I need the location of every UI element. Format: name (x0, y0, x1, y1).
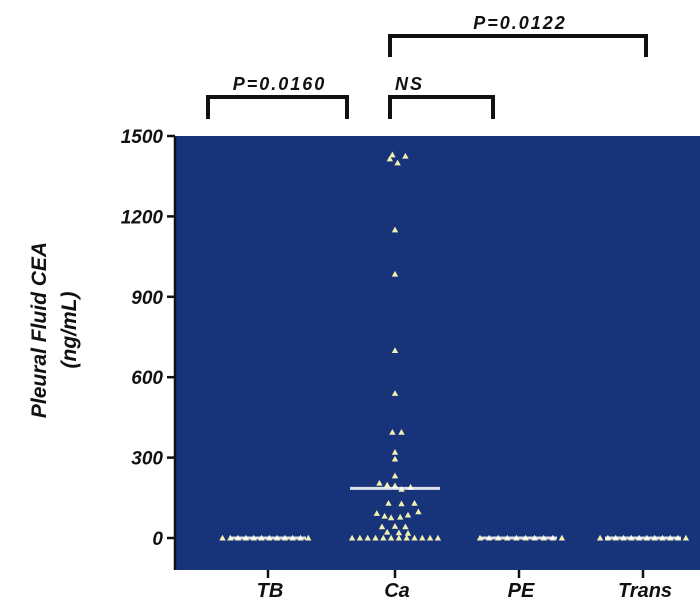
significance-bracket (206, 95, 349, 119)
y-tick-label: 900 (131, 288, 163, 309)
data-point (415, 508, 422, 515)
data-point (391, 390, 399, 396)
data-point (391, 270, 399, 277)
data-point (404, 529, 412, 536)
data-point (391, 523, 399, 529)
data-point (394, 159, 401, 166)
data-point (391, 226, 399, 233)
significance-label: P=0.0160 (233, 74, 327, 94)
data-point (384, 528, 391, 535)
y-tick-label: 1200 (121, 207, 164, 228)
y-tick-label: 600 (131, 368, 163, 389)
data-point (389, 151, 396, 158)
data-point (391, 449, 399, 455)
data-point (411, 534, 418, 541)
median-lines (230, 486, 681, 540)
data-point (395, 529, 403, 536)
data-point (395, 534, 403, 541)
data-point (403, 534, 410, 541)
data-point (387, 534, 395, 541)
data-point (380, 534, 387, 541)
data-point (356, 534, 364, 541)
data-point (387, 514, 395, 521)
significance-label: P=0.0122 (473, 13, 567, 33)
data-point (398, 500, 405, 507)
data-point (402, 152, 409, 159)
data-point (391, 455, 399, 462)
data-point (376, 479, 383, 486)
y-tick-label: 300 (131, 449, 163, 470)
data-point (373, 510, 380, 516)
data-point (391, 482, 399, 489)
y-axis-label: Pleural Fluid CEA (ng/mL) (25, 160, 85, 500)
data-point (364, 534, 371, 541)
data-point (558, 534, 566, 541)
x-tick-label: Ca (384, 580, 410, 600)
data-point (391, 347, 399, 353)
data-point (305, 534, 312, 541)
data-point (434, 534, 442, 541)
data-point (398, 428, 405, 435)
y-axis-label-line-2: (ng/mL) (58, 291, 81, 369)
data-point (219, 534, 226, 541)
y-tick-label: 1500 (121, 127, 164, 148)
x-tick-label: Trans (618, 580, 672, 600)
data-point (381, 512, 388, 519)
data-point (386, 155, 393, 162)
data-point (397, 513, 404, 520)
significance-label: NS (395, 74, 424, 94)
plot-area (175, 136, 700, 570)
data-point (385, 499, 392, 506)
significance-bracket (388, 95, 495, 119)
data-point (402, 523, 409, 530)
data-point (426, 534, 434, 541)
data-point (411, 499, 418, 506)
data-point (378, 523, 386, 530)
significance-brackets: P=0.0160 NS P=0.0122 (206, 13, 648, 119)
data-point (348, 534, 356, 541)
data-point (404, 511, 412, 518)
data-point (419, 534, 426, 541)
x-axis: TB Ca PE Trans (257, 570, 672, 600)
y-tick-label: 0 (152, 529, 163, 550)
data-point (389, 428, 396, 435)
data-point (384, 481, 391, 488)
data-point (372, 534, 379, 541)
data-point (596, 534, 604, 541)
significance-bracket (388, 34, 648, 57)
data-point (682, 534, 690, 541)
x-tick-label: PE (508, 580, 535, 600)
x-tick-label: TB (257, 580, 284, 600)
y-axis-label-line-1: Pleural Fluid CEA (28, 241, 51, 419)
data-point (391, 472, 399, 479)
y-axis: 0 300 600 900 1200 1500 (121, 127, 177, 570)
